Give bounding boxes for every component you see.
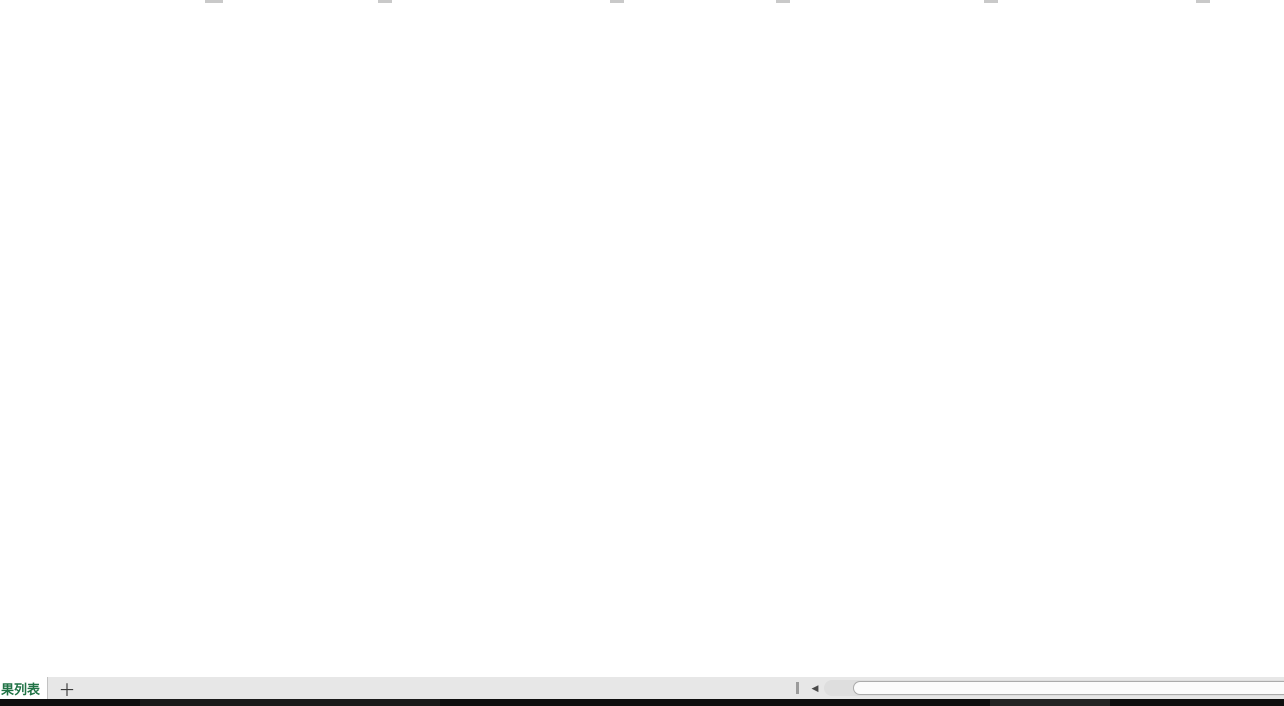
scroll-left-arrow-icon[interactable]: ◀ — [811, 682, 819, 693]
scrollbar-splitter-handle[interactable] — [796, 682, 799, 694]
window-bottom-edge — [0, 699, 1284, 706]
clipped-row-fragment — [610, 0, 624, 3]
clipped-row-fragment — [984, 0, 998, 3]
clipped-row-fragment — [378, 0, 392, 3]
clipped-row-fragment — [205, 0, 223, 3]
taskbar-segment — [140, 699, 440, 706]
taskbar-segment — [990, 699, 1110, 706]
sheet-tab-bar: 果列表 ＋ ◀ — [0, 677, 1284, 700]
clipped-row-fragment — [1196, 0, 1210, 3]
horizontal-scrollbar[interactable] — [824, 680, 1284, 696]
sheet-tab-label: 果列表 — [1, 681, 41, 697]
add-sheet-button[interactable]: ＋ — [58, 680, 76, 700]
horizontal-scrollbar-thumb[interactable] — [853, 681, 1284, 695]
clipped-row-fragment — [776, 0, 790, 3]
sheet-tab[interactable]: 果列表 — [0, 677, 48, 699]
